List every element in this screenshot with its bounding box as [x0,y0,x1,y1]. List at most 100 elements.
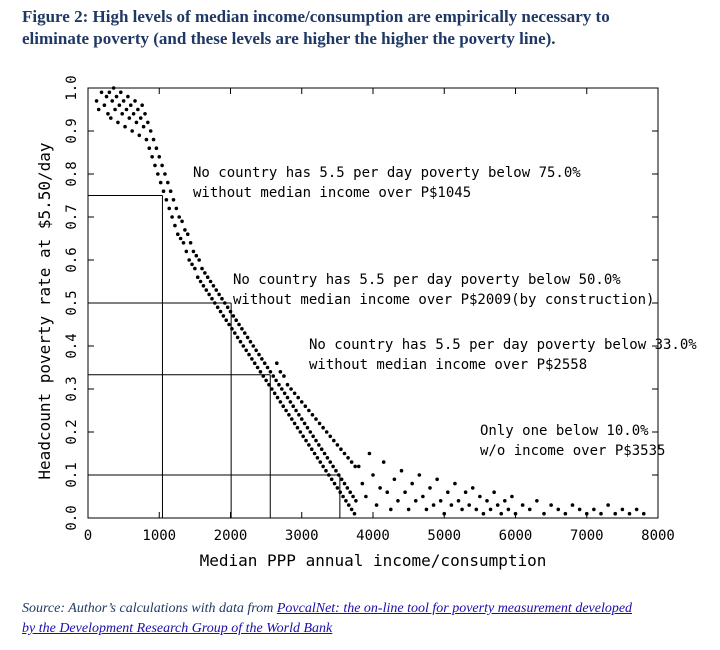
data-point [592,507,596,512]
data-point [321,425,325,430]
data-point [217,292,221,297]
data-point [128,103,133,107]
y-tick-label: 1.0 [64,75,80,100]
data-point [171,198,176,202]
data-point [499,511,504,516]
data-point [342,451,347,456]
data-point [120,112,124,116]
data-point [245,335,250,340]
data-point [201,284,206,288]
data-point [305,425,310,430]
povcalnet-link[interactable]: PovcalNet: the on-line tool for poverty … [276,601,633,616]
figure-title-line-2: eliminate poverty (and these levels are … [22,29,556,48]
data-point [634,507,639,512]
data-point [181,241,186,245]
data-point [188,241,193,245]
data-point [309,447,314,452]
data-point [292,421,297,426]
data-point [255,365,260,370]
y-tick-label: 0.6 [64,247,80,272]
data-point [298,430,303,434]
data-point [322,451,327,456]
data-point [138,116,143,120]
data-point [285,395,290,400]
data-point [321,464,325,469]
data-point [378,486,382,490]
threshold-annotation-line1: No country has 5.5 per day poverty below… [233,272,621,288]
data-point [570,503,575,507]
data-point [133,99,137,103]
scatter-chart: 0 1000 2000 3000 4000 5000 6000 7000 8000 0.0 0.1 0… [35,75,697,570]
data-point [278,370,283,374]
data-point [315,456,320,460]
data-point [485,499,489,503]
data-point [207,292,211,297]
data-point [254,348,258,353]
data-point [318,460,323,464]
data-point [339,477,344,482]
data-point [307,408,311,413]
data-point [260,357,264,361]
y-tick-label: 0.2 [64,419,80,444]
data-point [96,107,101,112]
data-point [453,481,457,486]
data-point [194,253,199,258]
data-point [154,146,159,150]
data-point [136,107,140,112]
data-point [166,180,170,185]
data-point [117,103,122,107]
data-point [123,124,127,129]
x-tick-label: 4000 [356,528,390,544]
data-point [151,137,156,142]
data-point [349,460,354,464]
data-point [264,378,268,383]
data-point [195,275,200,280]
data-point [147,146,152,150]
data-point [460,507,464,512]
data-point [299,417,304,421]
data-point [584,511,589,516]
data-point [314,417,318,421]
data-point [161,189,166,193]
data-point [324,430,329,434]
povcalnet-link-line-2[interactable]: by the Development Research Group of the… [22,621,333,636]
data-point [285,382,290,387]
threshold-annotation-line1: No country has 5.5 per day poverty below… [309,337,697,353]
x-tick-label: 6000 [499,528,533,544]
data-point [331,464,335,469]
data-point [94,99,99,103]
data-point [252,361,257,366]
data-point [275,361,279,366]
source-prefix: Source: Author’s calculations with data … [22,601,277,616]
data-point [274,378,278,383]
data-point [481,511,486,516]
x-tick-label: 5000 [427,528,461,544]
threshold-annotation-line1: No country has 5.5 per day poverty below… [193,165,581,181]
data-point [328,434,333,439]
data-point [244,348,248,353]
data-point [308,430,313,434]
data-point [311,434,315,439]
data-point [247,352,251,357]
data-point [228,309,233,314]
data-point [410,481,414,486]
data-point [317,421,322,426]
data-point [456,499,461,503]
data-point [641,511,646,516]
data-point [126,94,130,99]
threshold-annotation-line2: without median income over P$2009(by con… [233,292,654,308]
data-point [339,447,343,452]
data-point [335,443,340,447]
data-point [288,400,293,404]
data-point [488,507,493,512]
data-point [106,112,110,116]
x-tick-label: 7000 [570,528,604,544]
data-point [187,258,191,262]
data-point [299,400,304,404]
data-point [334,468,338,473]
data-point [183,228,187,232]
data-point [385,490,390,495]
data-point [174,206,179,211]
data-point [599,511,603,516]
y-tick-label: 0.9 [64,118,80,143]
